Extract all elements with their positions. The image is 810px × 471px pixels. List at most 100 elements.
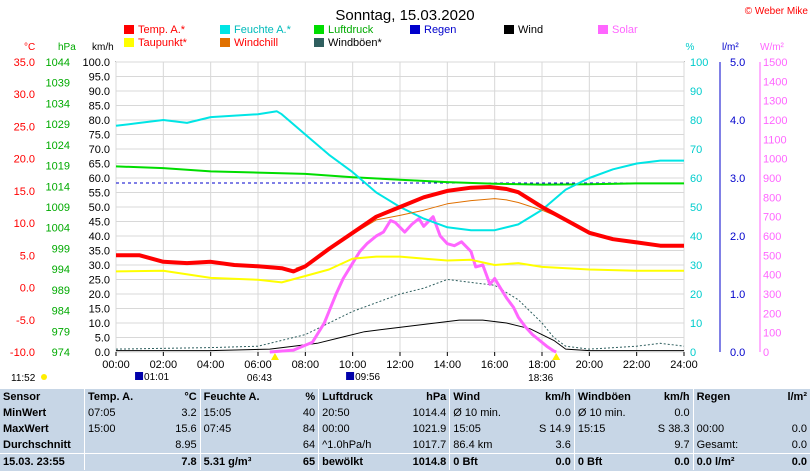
wind-tick-label: 65.0 — [89, 159, 110, 171]
wind-tick-label: 80.0 — [89, 115, 110, 127]
legend-label: Windböen* — [328, 37, 383, 49]
x-tick-label: 20:00 — [576, 359, 604, 371]
stats-cell: S 14.9 — [539, 423, 571, 435]
pressure-tick-label: 1014 — [46, 181, 70, 193]
stats-cell: 8.95 — [175, 439, 197, 451]
pressure-tick-label: 1019 — [46, 161, 70, 173]
stats-cell — [199, 437, 281, 454]
moonrise-time: 01:01 — [144, 372, 169, 383]
series-layer — [115, 110, 685, 354]
stats-cell: 00:00 — [318, 421, 397, 437]
legend-swatch — [504, 25, 514, 34]
x-tick-label: 06:00 — [244, 359, 272, 371]
legend-swatch — [410, 25, 420, 34]
solar-tick-label: 1300 — [763, 96, 787, 108]
stats-cell: 15:15 — [573, 421, 648, 437]
rain-axis-label: l/m² — [722, 42, 739, 53]
stats-cell: km/h — [663, 391, 690, 403]
solar-line — [269, 215, 557, 354]
x-tick-label: 08:00 — [292, 359, 320, 371]
pressure-tick-label: 974 — [52, 347, 70, 359]
wind-tick-label: 95.0 — [89, 72, 110, 84]
temp-tick-label: -10.0 — [10, 347, 35, 359]
stats-cell: 0.0 — [525, 453, 575, 470]
stats-cell: 00:00 — [692, 421, 768, 437]
moon-icon — [346, 372, 355, 380]
legend-label: Solar — [612, 24, 638, 36]
x-tick-label: 14:00 — [434, 359, 462, 371]
legend-label: Windchill — [234, 37, 278, 49]
stats-cell — [573, 437, 648, 454]
temp-tick-label: 10.0 — [14, 218, 35, 230]
stats-row: MaxWert 15:00 15.6 07:45 84 00:00 1021.9 15:05 S… — [0, 421, 810, 437]
stats-cell: 1017.7 — [412, 439, 447, 451]
stats-cell: MaxWert — [3, 423, 49, 435]
legend-swatch — [314, 38, 324, 47]
x-tick-label: 02:00 — [150, 359, 178, 371]
stats-cell: 1021.9 — [412, 423, 447, 435]
stats-header-row: Sensor Temp. A. °C Feuchte A.% Luftdruck hPa W… — [0, 389, 810, 405]
pressure-tick-label: 1044 — [46, 57, 70, 69]
temp-tick-label: 0.0 — [20, 283, 35, 295]
stats-cell: 07:45 — [199, 421, 281, 437]
wind-tick-label: 70.0 — [89, 144, 110, 156]
x-axis: 00:00 02:00 04:00 06:00 08:00 10:00 12:00 14:00… — [102, 352, 698, 371]
rain-tick-label: 3.0 — [730, 173, 745, 185]
stats-cell: ^1.0hPa/h — [318, 437, 397, 454]
solar-tick-label: 0 — [763, 347, 769, 359]
stats-cell: Feuchte A. — [199, 389, 281, 405]
moon-time: 09:56 — [355, 372, 380, 383]
humidity-tick-label: 20 — [690, 289, 702, 301]
pressure-tick-label: 1034 — [46, 98, 70, 110]
stats-cell: 0.0 — [791, 439, 807, 451]
x-tick-label: 04:00 — [197, 359, 225, 371]
stats-cell: 1014.8 — [396, 453, 450, 470]
stats-cell: °C — [184, 391, 197, 403]
rain-tick-label: 2.0 — [730, 231, 745, 243]
stats-cell: MinWert — [3, 407, 47, 419]
stats-cell: 15.6 — [175, 423, 197, 435]
wind-tick-label: 25.0 — [89, 275, 110, 287]
stats-cell: 64 — [302, 439, 316, 451]
legend-swatch — [124, 38, 134, 47]
stats-cell: % — [305, 391, 316, 403]
pressure-tick-label: 984 — [52, 306, 70, 318]
statistics-panel: Sensor Temp. A. °C Feuchte A.% Luftdruck hPa W… — [0, 389, 810, 471]
x-tick-label: 22:00 — [623, 359, 651, 371]
solar-tick-label: 500 — [763, 250, 781, 262]
legend-label: Regen — [424, 24, 456, 36]
pressure-tick-label: 1029 — [46, 119, 70, 131]
x-tick-label: 00:00 — [102, 359, 130, 371]
solar-tick-label: 700 — [763, 212, 781, 224]
solar-tick-label: 1200 — [763, 115, 787, 127]
stats-cell: 15:05 — [199, 405, 281, 421]
wind-tick-label: 90.0 — [89, 86, 110, 98]
wind-tick-label: 75.0 — [89, 130, 110, 142]
humidity-tick-label: 90 — [690, 86, 702, 98]
pressure-tick-label: 989 — [52, 285, 70, 297]
legend-label: Wind — [518, 24, 543, 36]
humidity-tick-label: 100 — [690, 57, 708, 69]
legend-swatch — [220, 25, 230, 34]
stats-cell: 07:05 — [83, 405, 157, 421]
stats-row: Durchschnitt 8.95 64 ^1.0hPa/h 1017.7 86.4 km… — [0, 437, 810, 454]
humidity-axis-label: % — [686, 42, 695, 53]
legend-label: Taupunkt* — [138, 37, 188, 49]
stats-cell: 0.0 — [791, 423, 807, 435]
stats-cell: Temp. A. — [83, 389, 157, 405]
stats-cell: 0.0 — [555, 407, 571, 419]
humidity-tick-label: 80 — [690, 115, 702, 127]
stats-cell: Ø 10 min. — [449, 405, 526, 421]
stats-cell: Wind — [449, 389, 526, 405]
sun-moon-markers: 01:01 09:56 06:43 18:36 11:52 — [11, 353, 561, 384]
humidity-tick-label: 30 — [690, 260, 702, 272]
wind-line — [116, 319, 684, 352]
axes: °C 35.0 30.0 25.0 20.0 15.0 10.0 5.0 0.0 -5.0 -10.… — [10, 42, 788, 359]
stats-cell: 3.2 — [181, 407, 197, 419]
wind-tick-label: 60.0 — [89, 173, 110, 185]
chart-title: Sonntag, 15.03.2020 — [335, 7, 474, 24]
pressure-tick-label: 999 — [52, 243, 70, 255]
stats-cell: bewölkt — [318, 453, 397, 470]
legend-swatch — [598, 25, 608, 34]
solar-tick-label: 200 — [763, 308, 781, 320]
